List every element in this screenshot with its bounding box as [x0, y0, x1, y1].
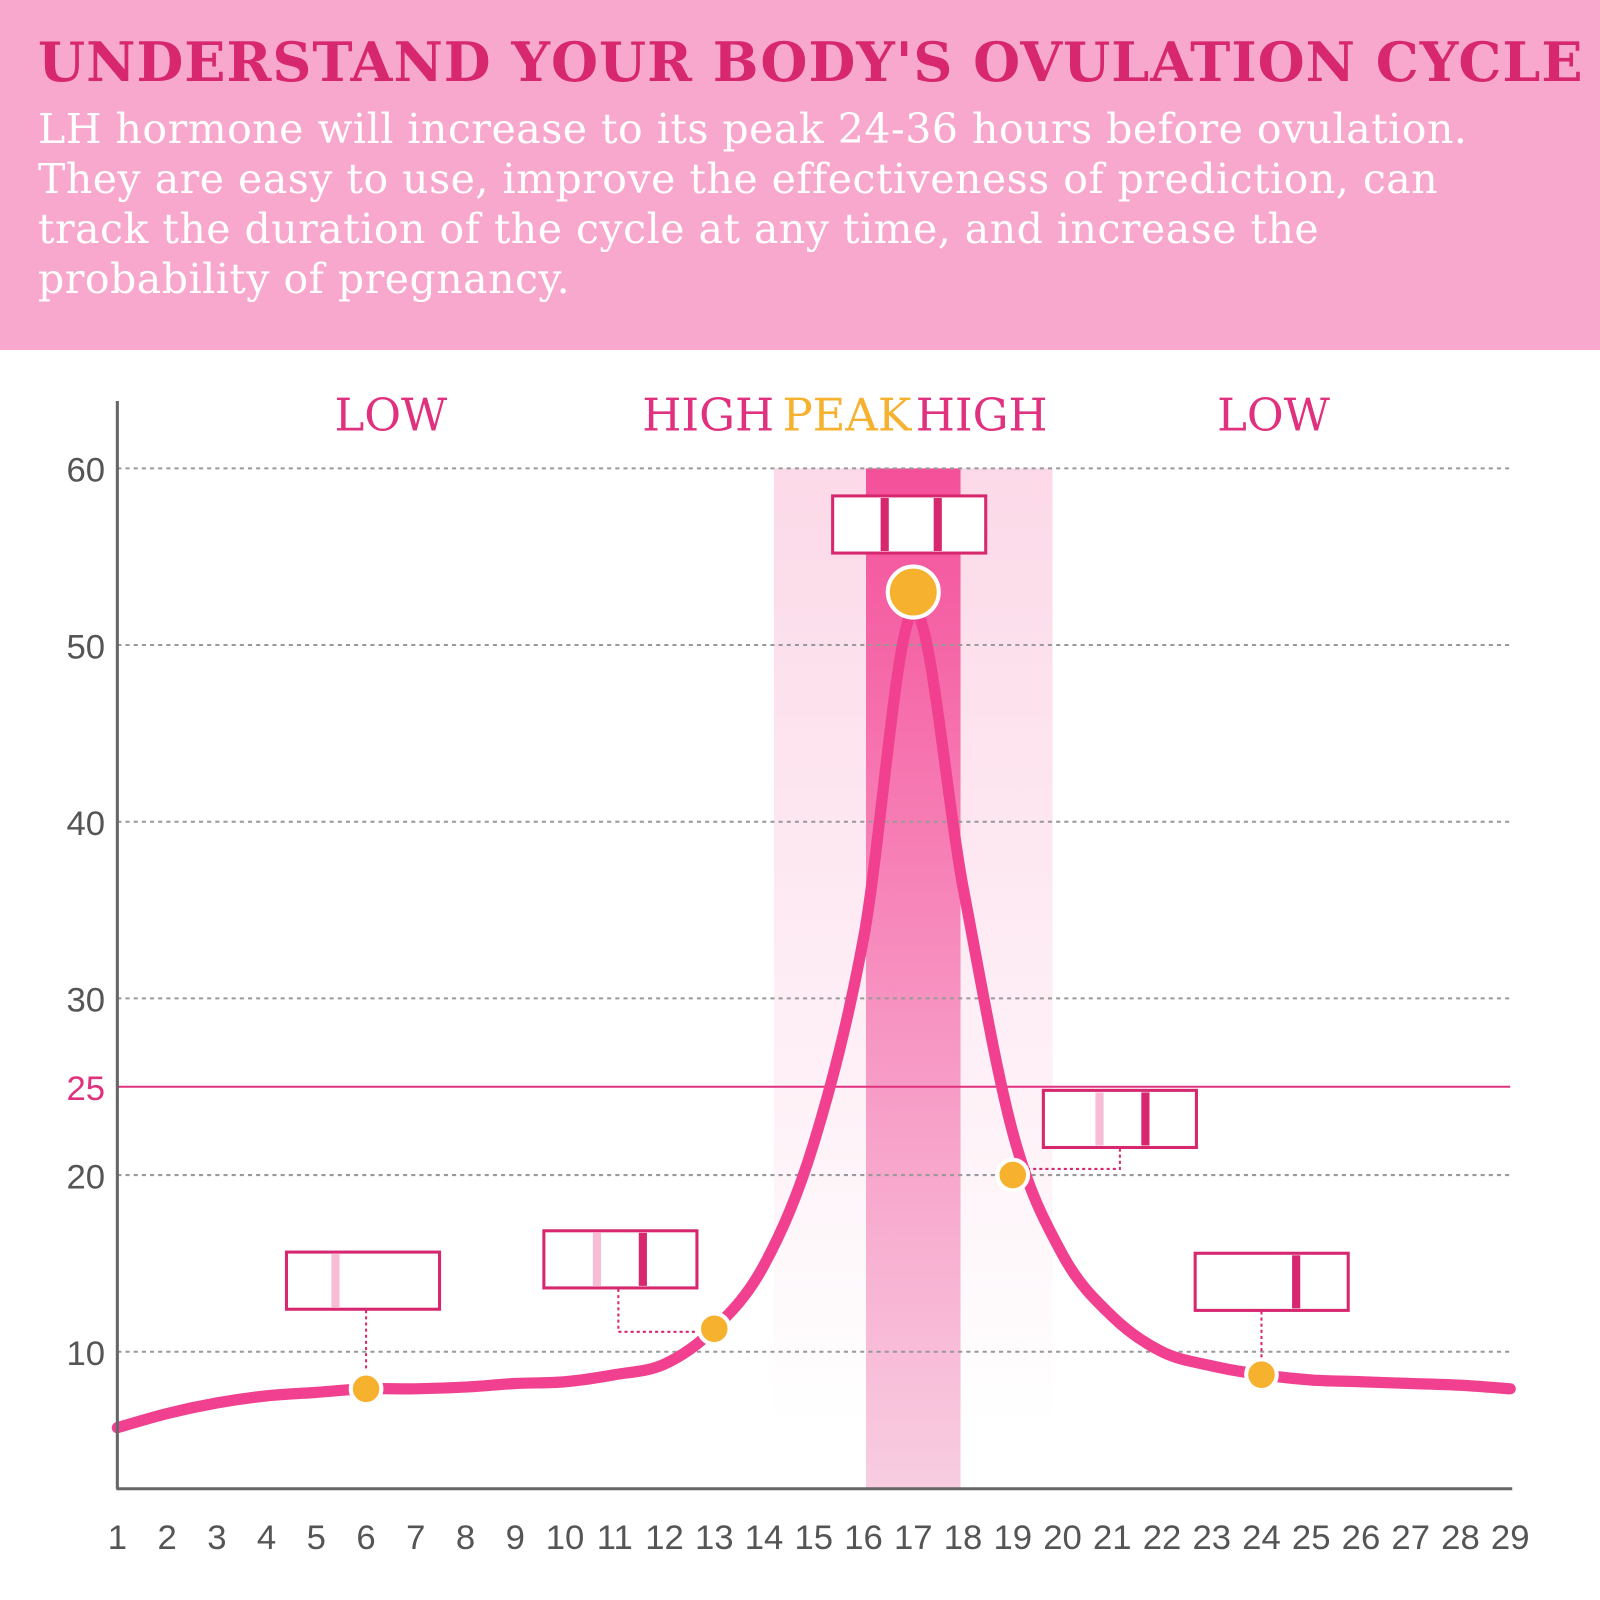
x-tick-label: 27 [1391, 1519, 1430, 1557]
peak-band [866, 468, 961, 1488]
marker [348, 1371, 384, 1407]
y-tick-label: 20 [67, 1158, 106, 1196]
phase-label: LOW [1217, 389, 1330, 442]
phase-label: PEAK [782, 389, 912, 442]
x-tick-label: 22 [1143, 1519, 1182, 1557]
marker [696, 1311, 732, 1347]
test-line [592, 1232, 602, 1286]
x-tick-label: 6 [356, 1519, 375, 1557]
y-tick-label: 40 [67, 805, 106, 843]
x-tick-label: 2 [157, 1519, 176, 1557]
x-tick-label: 9 [506, 1519, 525, 1557]
connector [617, 1288, 705, 1333]
x-tick-label: 18 [944, 1519, 983, 1557]
test-strip [831, 494, 988, 555]
connector [1028, 1148, 1121, 1170]
x-tick-label: 1 [108, 1519, 127, 1557]
x-tick-label: 19 [993, 1519, 1032, 1557]
y-tick-label: 50 [67, 628, 106, 666]
test-line [1141, 1092, 1150, 1146]
test-line [331, 1254, 340, 1308]
x-tick-label: 3 [207, 1519, 226, 1557]
phase-label: HIGH [916, 389, 1048, 442]
x-tick-label: 17 [894, 1519, 933, 1557]
test-strip [1193, 1251, 1350, 1312]
marker [1244, 1357, 1279, 1393]
y-tick-label: 30 [67, 982, 106, 1020]
x-tick-label: 25 [1292, 1519, 1331, 1557]
test-line [1095, 1092, 1104, 1146]
x-tick-label: 5 [307, 1519, 326, 1557]
test-strip [1041, 1088, 1198, 1150]
x-tick-label: 16 [844, 1519, 883, 1557]
x-tick-label: 28 [1441, 1519, 1480, 1557]
x-tick-label: 4 [257, 1519, 276, 1557]
threshold-label: 25 [67, 1070, 106, 1108]
test-line [638, 1232, 647, 1286]
title: UNDERSTAND YOUR BODY'S OVULATION CYCLE [38, 30, 1584, 94]
x-tick-label: 14 [745, 1519, 784, 1557]
x-tick-label: 13 [695, 1519, 734, 1557]
header: UNDERSTAND YOUR BODY'S OVULATION CYCLE L… [0, 0, 1600, 350]
subtitle: LH hormone will increase to its peak 24-… [38, 105, 1468, 303]
test-strip [284, 1250, 442, 1311]
x-tick-label: 7 [406, 1519, 425, 1557]
y-tick-label: 10 [67, 1335, 106, 1373]
phase-label: HIGH [642, 389, 774, 442]
test-line [933, 497, 942, 552]
test-line [880, 497, 889, 552]
marker [995, 1157, 1031, 1193]
x-tick-label: 24 [1242, 1519, 1281, 1557]
x-tick-label: 29 [1491, 1519, 1530, 1557]
phase-label: LOW [334, 389, 447, 442]
x-tick-label: 12 [645, 1519, 684, 1557]
x-tick-label: 21 [1093, 1519, 1132, 1557]
test-line [1292, 1255, 1301, 1309]
y-tick-label: 60 [67, 452, 106, 490]
x-tick-label: 23 [1192, 1519, 1231, 1557]
x-tick-label: 11 [597, 1519, 633, 1557]
x-tick-label: 10 [546, 1519, 585, 1557]
lh-curve [111, 605, 1516, 1434]
x-tick-label: 20 [1043, 1519, 1082, 1557]
x-tick-label: 26 [1342, 1519, 1381, 1557]
x-tick-label: 8 [456, 1519, 475, 1557]
test-strip [542, 1229, 699, 1290]
x-tick-label: 15 [794, 1519, 833, 1557]
marker [885, 564, 941, 620]
